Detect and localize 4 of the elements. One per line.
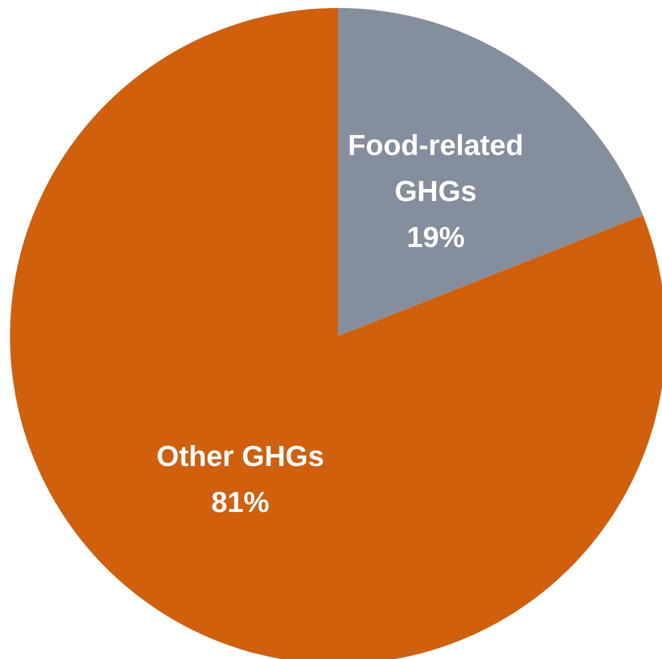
slice-label: Food-related GHGs bbox=[348, 130, 524, 208]
data-label: 19% bbox=[406, 222, 465, 254]
data-label: 81% bbox=[211, 486, 270, 519]
slice-label: Other GHGs bbox=[156, 440, 324, 473]
